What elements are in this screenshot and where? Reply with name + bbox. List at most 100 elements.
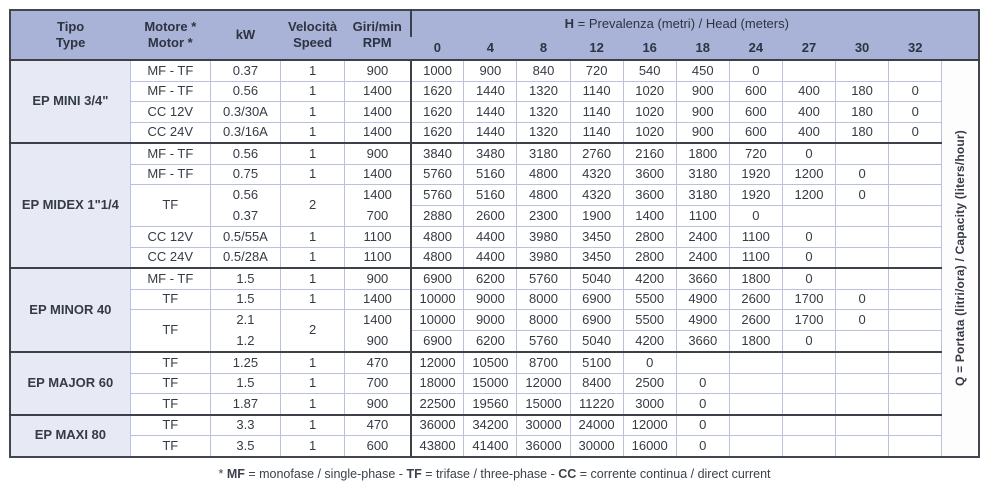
q-value-cell: 1800 [728, 267, 783, 290]
q-value-cell: 1620 [409, 101, 465, 123]
q-value-cell: 4800 [516, 184, 571, 206]
kw-value: 0.37 [232, 207, 259, 223]
q-value-cell [835, 205, 890, 227]
head-value-header-27: 27 [782, 37, 836, 61]
col-header-girimin: Giri/min RPM [344, 10, 411, 61]
col-header-motore-line2: Motor * [147, 35, 193, 50]
q-value-cell: 1700 [781, 288, 837, 310]
kw-cell: 0.5/55A [209, 226, 282, 248]
q-value-cell: 1000 [409, 59, 465, 82]
q-value-cell: 0 [622, 351, 677, 374]
kw-cell: 0.3/30A [209, 101, 282, 123]
speed-cell: 1 [280, 435, 346, 457]
motor-cell: CC 24V [129, 121, 211, 144]
table-row: TF 1.5 1 1400 10000 9000 8000 6900 5500 4900 2600 1… [10, 288, 979, 310]
q-value-cell [781, 59, 837, 82]
q-value-cell: 8700 [516, 351, 571, 374]
q-value-cell: 1100 [728, 226, 783, 248]
q-value-cell: 9000 [463, 288, 518, 310]
q-value-cell: 600 [728, 101, 783, 123]
q-value-cell: 6900 [409, 267, 465, 290]
q-value-cell: 1320 [516, 80, 571, 102]
motor-cell: MF - TF [129, 80, 211, 102]
pump-performance-table: Tipo Type Motore * Motor * kW Velocità S… [9, 9, 980, 458]
q-value-cell: 1900 [569, 205, 624, 227]
q-value-cell: 0 [888, 121, 943, 144]
kw-value: 1.2 [236, 332, 255, 348]
q-value-cell: 2600 [463, 205, 518, 227]
rpm-cell: 1400 900 [344, 309, 412, 353]
q-value-cell: 22500 [409, 393, 465, 415]
q-value-cell [728, 413, 783, 436]
kw-cell: 1.87 [209, 393, 282, 415]
kw-cell: 0.75 [209, 163, 282, 185]
q-value-cell: 3660 [675, 267, 730, 290]
speed-cell: 2 [280, 309, 346, 353]
q-value-cell: 1020 [622, 121, 677, 144]
q-value-cell: 180 [835, 101, 890, 123]
q-value-cell: 720 [569, 59, 624, 82]
q-value-cell: 0 [835, 163, 890, 185]
rpm-cell: 1100 [344, 226, 412, 248]
kw-value: 1.5 [236, 291, 255, 307]
q-value-cell: 1700 [781, 309, 837, 331]
q-value-cell [781, 393, 837, 415]
q-value-cell: 6200 [463, 329, 518, 353]
q-value-cell [888, 267, 943, 290]
kw-value: 3.5 [236, 437, 255, 453]
kw-cell: 1.5 [209, 267, 282, 290]
q-value-cell: 8400 [569, 372, 624, 394]
rpm-value: 470 [366, 417, 389, 433]
q-value-cell: 1800 [728, 329, 783, 353]
q-value-cell: 4200 [622, 267, 677, 290]
rpm-value: 900 [366, 395, 389, 411]
speed-cell: 1 [280, 393, 346, 415]
rpm-cell: 1400 [344, 288, 412, 310]
q-value-cell: 400 [781, 80, 837, 102]
motor-cell: TF [129, 309, 211, 353]
q-value-cell: 3980 [516, 226, 571, 248]
kw-value: 0.3/30A [223, 103, 268, 119]
kw-cell: 0.37 [209, 59, 282, 82]
rpm-cell: 1400 [344, 101, 412, 123]
q-value-cell: 5500 [622, 288, 677, 310]
col-header-tipo-line1: Tipo [57, 19, 85, 35]
table-row: CC 12V 0.3/30A 1 1400 1620 1440 1320 1140 1020 90… [10, 101, 979, 123]
footnote: * MF = monofase / single-phase - TF = tr… [9, 467, 980, 481]
q-value-cell: 0 [835, 184, 890, 206]
q-value-cell [835, 413, 890, 436]
q-value-cell: 900 [675, 101, 730, 123]
q-value-cell: 4320 [569, 163, 624, 185]
speed-cell: 1 [280, 101, 346, 123]
motor-cell: TF [129, 393, 211, 415]
q-value-cell: 3180 [675, 163, 730, 185]
q-value-cell: 1620 [409, 80, 465, 102]
q-value-cell: 19560 [463, 393, 518, 415]
q-value-cell: 1140 [569, 101, 624, 123]
q-value-cell: 6900 [569, 288, 624, 310]
head-value-header-16: 16 [623, 37, 677, 61]
table-row: TF 1.5 1 700 18000 15000 12000 8400 2500 0 [10, 372, 979, 394]
kw-value: 0.56 [232, 187, 259, 202]
q-value-cell: 400 [781, 101, 837, 123]
q-value-cell: 36000 [409, 413, 465, 436]
q-value-cell: 180 [835, 80, 890, 102]
q-value-cell: 0 [781, 142, 837, 165]
kw-value: 0.56 [232, 83, 259, 99]
q-value-cell [781, 351, 837, 374]
q-value-cell [888, 309, 943, 331]
kw-cell: 0.56 [209, 80, 282, 102]
q-value-cell: 36000 [516, 435, 571, 457]
speed-cell: 2 [280, 184, 346, 227]
table-row: TF 1.87 1 900 22500 19560 15000 11220 3000 0 [10, 393, 979, 415]
q-value-cell: 2400 [675, 226, 730, 248]
speed-cell: 1 [280, 80, 346, 102]
q-value-cell: 900 [675, 121, 730, 144]
rpm-cell: 470 [344, 351, 412, 374]
head-value-header-4: 4 [463, 37, 517, 61]
q-value-cell: 720 [728, 142, 783, 165]
speed-cell: 1 [280, 267, 346, 290]
kw-value: 0.56 [232, 145, 259, 161]
speed-cell: 1 [280, 142, 346, 165]
